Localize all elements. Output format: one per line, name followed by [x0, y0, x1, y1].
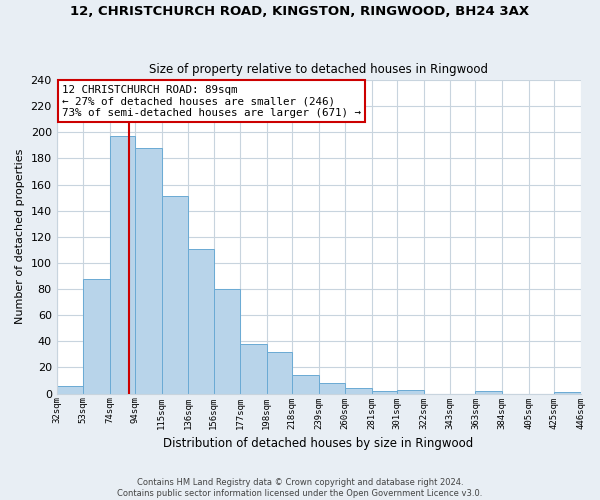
Y-axis label: Number of detached properties: Number of detached properties: [15, 149, 25, 324]
Bar: [188, 248, 214, 394]
Bar: [345, 388, 372, 394]
Title: Size of property relative to detached houses in Ringwood: Size of property relative to detached ho…: [149, 63, 488, 76]
Bar: [397, 390, 424, 394]
Bar: [161, 196, 188, 394]
Bar: [475, 391, 502, 394]
Bar: [267, 352, 292, 394]
Bar: [214, 289, 240, 394]
Bar: [292, 376, 319, 394]
Bar: [83, 278, 110, 394]
Bar: [554, 392, 581, 394]
Bar: [110, 136, 135, 394]
Text: 12 CHRISTCHURCH ROAD: 89sqm
← 27% of detached houses are smaller (246)
73% of se: 12 CHRISTCHURCH ROAD: 89sqm ← 27% of det…: [62, 84, 361, 118]
Text: 12, CHRISTCHURCH ROAD, KINGSTON, RINGWOOD, BH24 3AX: 12, CHRISTCHURCH ROAD, KINGSTON, RINGWOO…: [70, 5, 530, 18]
Bar: [240, 344, 267, 394]
Bar: [56, 386, 83, 394]
X-axis label: Distribution of detached houses by size in Ringwood: Distribution of detached houses by size …: [163, 437, 474, 450]
Text: Contains HM Land Registry data © Crown copyright and database right 2024.
Contai: Contains HM Land Registry data © Crown c…: [118, 478, 482, 498]
Bar: [135, 148, 161, 394]
Bar: [372, 391, 397, 394]
Bar: [319, 383, 345, 394]
